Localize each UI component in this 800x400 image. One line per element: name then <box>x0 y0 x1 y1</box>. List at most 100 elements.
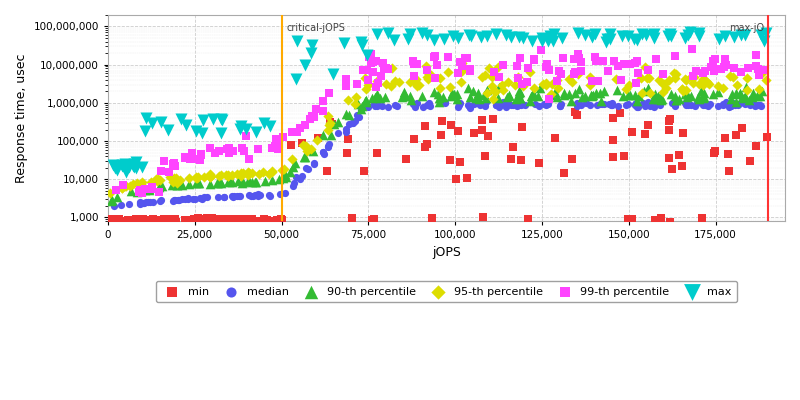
median <box>139 199 152 205</box>
median <box>218 194 231 201</box>
max <box>586 33 598 40</box>
median <box>499 101 512 108</box>
95-th percentile <box>182 175 195 182</box>
Text: max-jO: max-jO <box>729 24 764 34</box>
95-th percentile <box>234 171 247 177</box>
95-th percentile <box>697 82 710 88</box>
99-th percentile <box>464 66 477 72</box>
95-th percentile <box>492 64 505 70</box>
min <box>215 217 228 224</box>
90-th percentile <box>259 178 272 184</box>
median <box>194 195 206 202</box>
max <box>681 32 694 38</box>
median <box>218 194 230 200</box>
95-th percentile <box>537 81 550 88</box>
max <box>263 122 276 129</box>
min <box>434 132 447 138</box>
99-th percentile <box>365 51 378 57</box>
median <box>696 102 709 108</box>
99-th percentile <box>146 184 158 190</box>
min <box>105 216 118 222</box>
99-th percentile <box>317 98 330 104</box>
max <box>240 126 253 133</box>
median <box>472 100 485 106</box>
95-th percentile <box>123 182 136 189</box>
90-th percentile <box>654 96 667 102</box>
90-th percentile <box>470 95 482 102</box>
90-th percentile <box>558 90 571 96</box>
min <box>158 216 170 223</box>
90-th percentile <box>665 90 678 97</box>
min <box>285 142 298 148</box>
max <box>138 128 151 134</box>
max <box>290 38 303 44</box>
95-th percentile <box>644 89 657 96</box>
max <box>402 36 414 42</box>
max <box>499 32 512 38</box>
99-th percentile <box>718 64 730 70</box>
min <box>257 216 270 222</box>
90-th percentile <box>298 154 310 160</box>
min <box>558 170 570 177</box>
min <box>358 168 370 175</box>
95-th percentile <box>730 82 743 88</box>
median <box>514 100 526 106</box>
99-th percentile <box>290 129 303 136</box>
median <box>264 193 277 199</box>
median <box>464 105 477 112</box>
95-th percentile <box>245 170 258 176</box>
90-th percentile <box>633 93 646 100</box>
min <box>135 216 148 222</box>
min <box>110 216 123 223</box>
median <box>382 104 394 110</box>
90-th percentile <box>142 187 155 194</box>
min <box>626 216 638 222</box>
median <box>138 200 150 207</box>
95-th percentile <box>116 184 129 191</box>
99-th percentile <box>366 59 379 65</box>
90-th percentile <box>573 86 586 92</box>
99-th percentile <box>542 96 555 103</box>
99-th percentile <box>272 141 285 147</box>
min <box>212 216 225 222</box>
median <box>510 102 523 109</box>
99-th percentile <box>554 71 567 77</box>
90-th percentile <box>450 91 463 98</box>
min <box>164 215 177 222</box>
max <box>635 30 648 37</box>
max <box>513 34 526 40</box>
min <box>476 214 489 220</box>
90-th percentile <box>464 94 477 100</box>
min <box>269 218 282 224</box>
90-th percentile <box>235 179 248 186</box>
99-th percentile <box>310 106 322 112</box>
99-th percentile <box>195 151 208 157</box>
90-th percentile <box>105 198 118 204</box>
95-th percentile <box>242 171 254 178</box>
min <box>211 218 224 225</box>
95-th percentile <box>278 166 291 172</box>
min <box>187 216 200 223</box>
99-th percentile <box>184 156 197 162</box>
min <box>479 152 492 159</box>
median <box>274 191 286 197</box>
95-th percentile <box>496 86 509 93</box>
median <box>606 102 618 108</box>
min <box>366 217 378 223</box>
90-th percentile <box>328 121 341 127</box>
min <box>134 217 146 224</box>
max <box>111 167 124 174</box>
max <box>475 34 488 40</box>
min <box>227 218 240 224</box>
95-th percentile <box>118 183 131 189</box>
min <box>242 216 255 223</box>
median <box>507 102 520 108</box>
95-th percentile <box>297 141 310 148</box>
median <box>571 102 584 109</box>
min <box>266 218 278 224</box>
90-th percentile <box>266 177 278 183</box>
95-th percentile <box>127 180 140 187</box>
95-th percentile <box>213 172 226 179</box>
median <box>361 102 374 109</box>
95-th percentile <box>760 77 773 84</box>
